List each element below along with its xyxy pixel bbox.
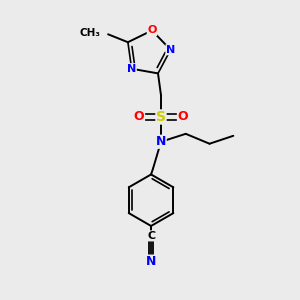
Text: C: C [147,231,155,241]
Text: CH₃: CH₃ [79,28,100,38]
Text: O: O [178,110,188,124]
Text: N: N [127,64,136,74]
Text: N: N [156,135,166,148]
Text: N: N [146,255,156,268]
Text: N: N [166,45,175,55]
Text: S: S [156,110,166,124]
Text: O: O [147,26,157,35]
Text: O: O [134,110,145,124]
